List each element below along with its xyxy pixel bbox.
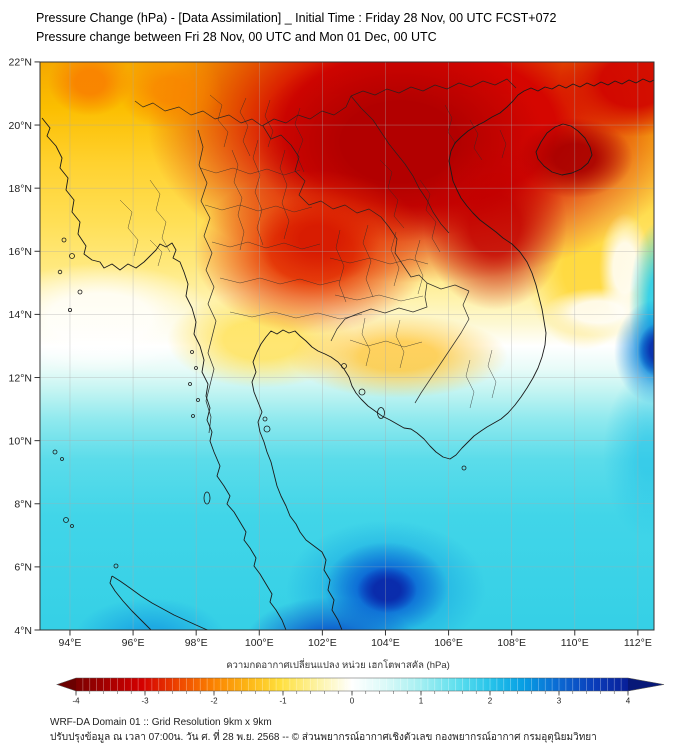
y-axis-tick-label: 8°N [14,499,32,511]
colorbar-segment-separators [82,678,622,691]
colorbar-ticks: -4 -3 -2 -1 0 1 2 3 4 [72,691,631,706]
coast-gulf-vietnam-china [251,78,654,630]
x-axis-tick-label: 110°E [561,637,589,649]
x-axis-tick-label: 100°E [245,637,274,649]
colorbar-tick-label: 4 [626,697,631,706]
graticule [40,62,654,630]
axes: 94°E 96°E 98°E 100°E 102°E 104°E 106°E 108°E 110… [9,57,652,649]
y-axis-tick-label: 12°N [9,372,32,384]
province-boundaries [119,94,507,409]
y-axis-tick-label: 16°N [9,246,32,258]
x-axis-tick-label: 104°E [371,637,400,649]
colorbar-tick-label: -1 [279,697,287,706]
title-block: Pressure Change (hPa) - [Data Assimilati… [36,9,556,47]
colorbar-left-arrow [57,678,76,691]
footer-update-info: ปรับปรุงข้อมูล ณ เวลา 07:00น. วัน ศ. ที่… [50,732,597,743]
y-axis-tick-label: 10°N [9,435,32,447]
colorbar-title: ความกดอากาศเปลี่ยนแปลง หน่วย เฮกโตพาสคัล… [226,660,450,671]
x-axis-tick-label: 94°E [59,637,82,649]
x-axis-tick-label: 96°E [122,637,145,649]
chart-subtitle: Pressure change between Fri 28 Nov, 00 U… [36,30,437,44]
colorbar-tick-label: 1 [419,697,424,706]
chart-title: Pressure Change (hPa) - [Data Assimilati… [36,11,557,25]
y-axis-tick-label: 6°N [14,562,32,574]
coast-hainan-island [535,123,593,176]
x-axis-tick-label: 106°E [434,637,463,649]
x-axis-tick-label: 102°E [308,637,337,649]
coastlines [41,78,654,630]
coast-sumatra-east [111,575,209,630]
colorbar-tick-label: -3 [141,697,149,706]
y-axis-tick-label: 22°N [9,57,32,69]
x-axis-tick-label: 108°E [497,637,526,649]
map-frame [39,61,655,631]
coast-sumatra-west [109,575,152,630]
y-axis-tick-label: 20°N [9,120,32,132]
footer-block: WRF-DA Domain 01 :: Grid Resolution 9km … [50,715,597,745]
geography [41,78,654,630]
footer-domain-info: WRF-DA Domain 01 :: Grid Resolution 9km … [50,717,272,728]
colorbar-tick-label: 0 [350,697,355,706]
colorbar-tick-label: 2 [488,697,493,706]
y-axis-tick-label: 14°N [9,309,32,321]
country-borders [134,78,517,434]
x-axis-tick-label: 98°E [185,637,208,649]
pressure-field [40,62,654,630]
colorbar-right-arrow [628,678,664,691]
x-axis-tick-label: 112°E [624,637,652,649]
colorbar-tick-label: 3 [557,697,562,706]
colorbar: -4 -3 -2 -1 0 1 2 3 4 [56,677,665,706]
y-axis-tick-label: 4°N [14,625,32,637]
colorbar-tick-label: -2 [210,697,218,706]
coast-myanmar-malay-west [41,117,287,630]
islands [52,237,467,569]
y-axis-tick-label: 18°N [9,183,32,195]
colorbar-tick-label: -4 [72,697,80,706]
